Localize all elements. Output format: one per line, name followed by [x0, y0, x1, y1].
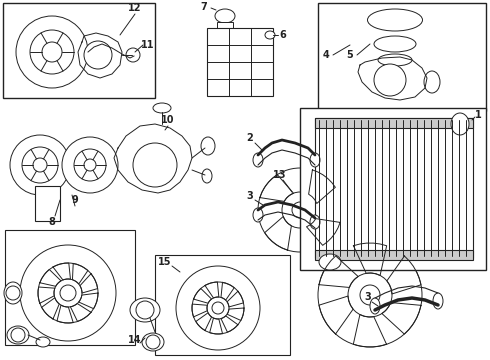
Ellipse shape [7, 326, 29, 344]
Circle shape [33, 158, 47, 172]
Circle shape [374, 64, 406, 96]
Circle shape [318, 243, 422, 347]
Ellipse shape [130, 298, 160, 322]
Ellipse shape [370, 298, 380, 314]
Ellipse shape [153, 103, 171, 113]
Ellipse shape [368, 9, 422, 31]
Text: 15: 15 [158, 257, 172, 267]
Circle shape [11, 328, 25, 342]
Circle shape [84, 41, 112, 69]
Circle shape [30, 30, 74, 74]
Circle shape [22, 147, 58, 183]
Circle shape [62, 137, 118, 193]
Circle shape [16, 16, 88, 88]
Ellipse shape [253, 153, 263, 167]
Bar [207, 28, 273, 96]
Bar [315, 118, 473, 258]
Text: 12: 12 [128, 3, 142, 13]
Ellipse shape [201, 137, 215, 155]
Bar [3, 3, 155, 98]
Bar [315, 250, 473, 260]
Ellipse shape [36, 337, 50, 347]
Circle shape [176, 266, 260, 350]
Circle shape [74, 149, 106, 181]
Ellipse shape [215, 9, 235, 23]
Text: 4: 4 [322, 50, 329, 60]
Circle shape [282, 192, 318, 228]
Circle shape [84, 159, 96, 171]
Circle shape [348, 273, 392, 317]
Ellipse shape [4, 282, 22, 304]
Bar [35, 186, 60, 221]
Circle shape [133, 143, 177, 187]
Ellipse shape [253, 208, 263, 222]
Text: 3: 3 [246, 191, 253, 201]
Text: 3: 3 [365, 292, 371, 302]
Circle shape [6, 286, 20, 300]
Bar [300, 108, 486, 270]
Circle shape [38, 263, 98, 323]
Ellipse shape [424, 71, 440, 93]
Circle shape [10, 135, 70, 195]
Ellipse shape [202, 169, 212, 183]
Circle shape [146, 335, 160, 349]
Text: 6: 6 [280, 30, 286, 40]
Circle shape [192, 282, 244, 334]
Bar [217, 22, 233, 30]
Text: 7: 7 [200, 2, 207, 12]
Circle shape [60, 285, 76, 301]
Circle shape [20, 245, 116, 341]
Ellipse shape [378, 54, 412, 66]
Text: 5: 5 [346, 50, 353, 60]
Ellipse shape [265, 31, 275, 39]
Ellipse shape [451, 113, 469, 135]
Circle shape [54, 279, 82, 307]
Text: 10: 10 [161, 115, 175, 125]
Text: 13: 13 [273, 170, 287, 180]
Text: 1: 1 [475, 110, 481, 120]
Text: 2: 2 [246, 133, 253, 143]
Text: 14: 14 [128, 335, 142, 345]
Bar [155, 255, 290, 355]
Circle shape [212, 302, 224, 314]
Bar [5, 230, 135, 345]
Text: 8: 8 [49, 217, 55, 227]
Ellipse shape [319, 254, 341, 270]
Ellipse shape [310, 153, 320, 167]
Bar [318, 3, 486, 111]
Ellipse shape [310, 215, 320, 229]
Circle shape [292, 202, 308, 218]
Circle shape [126, 48, 140, 62]
Ellipse shape [142, 333, 164, 351]
Text: 11: 11 [141, 40, 155, 50]
Ellipse shape [374, 36, 416, 52]
Circle shape [136, 301, 154, 319]
Ellipse shape [433, 293, 443, 309]
Bar [315, 118, 473, 128]
Circle shape [42, 42, 62, 62]
Circle shape [207, 297, 229, 319]
Circle shape [360, 285, 380, 305]
Circle shape [258, 168, 342, 252]
Text: 9: 9 [72, 195, 78, 205]
